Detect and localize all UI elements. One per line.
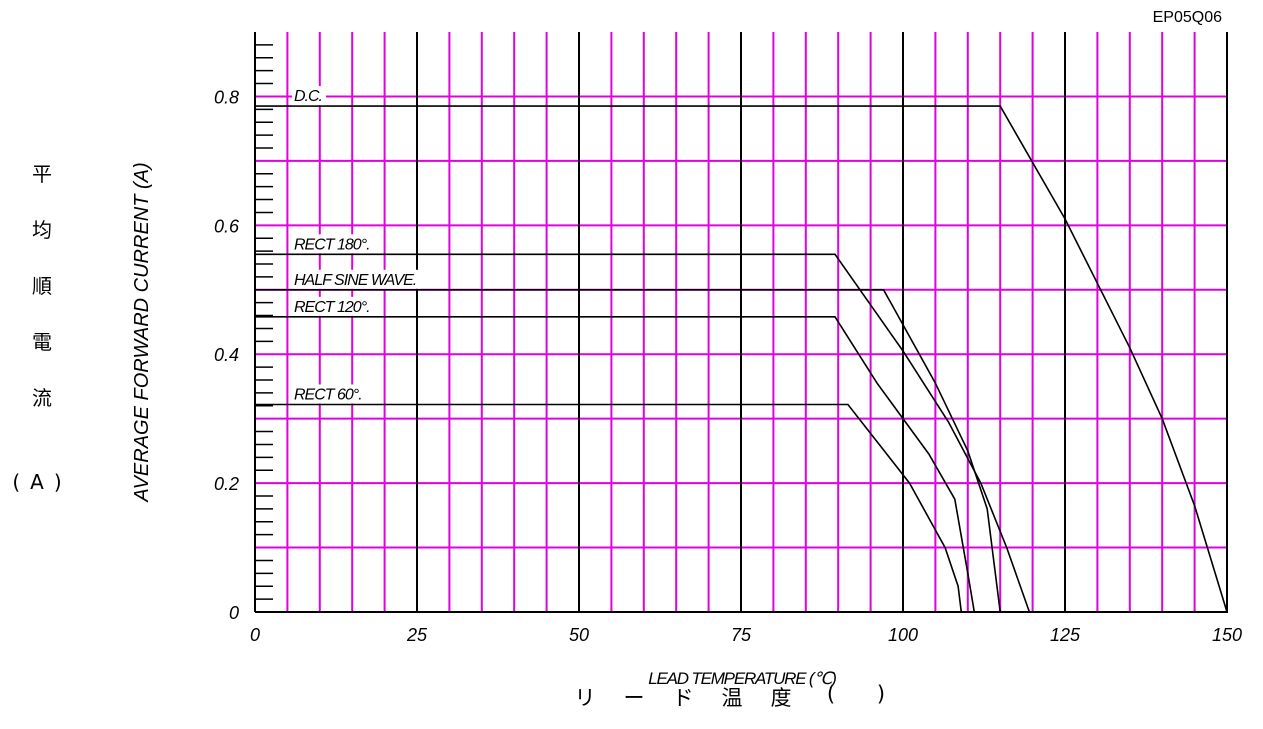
y-label-jp-char: 電 — [32, 330, 52, 354]
y-tick-label: 0 — [229, 603, 239, 623]
x-tick-label: 75 — [731, 625, 752, 645]
series-line-1 — [255, 253, 1031, 613]
y-label-jp-char: 平 — [32, 162, 52, 186]
series-label-bg — [292, 384, 366, 404]
chart-code-label: EP05Q06 — [1153, 9, 1222, 26]
series-label: RECT 120°. — [294, 299, 370, 316]
series-label-bg — [292, 296, 374, 316]
x-label-jp-char: リ — [574, 686, 596, 710]
y-tick-label: 0.2 — [214, 474, 239, 494]
x-label-jp-char: ド — [672, 686, 694, 710]
series-label-bg — [292, 269, 421, 289]
y-tick-label: 0.4 — [214, 345, 239, 365]
y-label-jp-char: 均 — [32, 218, 52, 242]
y-label-jp-char: 順 — [32, 274, 52, 298]
x-tick-label: 50 — [569, 625, 589, 645]
x-label-jp-char: 度 — [770, 686, 792, 710]
y-label-jp-char: (A) — [12, 470, 72, 494]
x-label-jp-char: ー — [623, 686, 645, 710]
series-line-2 — [255, 289, 1001, 613]
y-tick-labels: 0 0.2 0.4 0.6 0.8 — [214, 87, 240, 623]
y-tick-label: 0.8 — [214, 87, 239, 107]
series-line-4 — [255, 403, 963, 613]
x-tick-label: 125 — [1050, 625, 1081, 645]
series-label: D.C. — [294, 88, 322, 105]
x-label-jp-char: 温 — [721, 686, 743, 710]
x-tick-label: 100 — [888, 625, 918, 645]
x-tick-label: 25 — [406, 625, 428, 645]
series-line-0 — [255, 105, 1228, 613]
x-tick-label: 0 — [250, 625, 260, 645]
x-tick-labels: 0 25 50 75 100 125 150 — [250, 625, 1242, 645]
series-label: RECT 180°. — [294, 236, 370, 253]
x-label-jp-char: ) — [876, 682, 886, 706]
x-axis-label: LEAD TEMPERATURE (℃) — [648, 669, 836, 688]
series-label: RECT 60°. — [294, 386, 362, 403]
grid-major — [254, 32, 1228, 613]
x-label-jp-char: ( — [826, 682, 836, 706]
series-label: HALF SINE WAVE. — [294, 272, 416, 289]
series-lines — [255, 105, 1228, 613]
y-tick-label: 0.6 — [214, 216, 240, 236]
series-line-3 — [255, 316, 976, 613]
series-label-bg — [292, 234, 374, 254]
y-label-jp-char: 流 — [32, 386, 52, 410]
y-minor-ticks — [255, 44, 273, 600]
x-tick-label: 150 — [1212, 625, 1242, 645]
series-labels: D.C. RECT 180°. HALF SINE WAVE. RECT 120°. R… — [292, 86, 421, 404]
y-axis-label: AVERAGE FORWARD CURRENT (A) — [131, 162, 153, 502]
series-label-bg — [292, 86, 326, 106]
